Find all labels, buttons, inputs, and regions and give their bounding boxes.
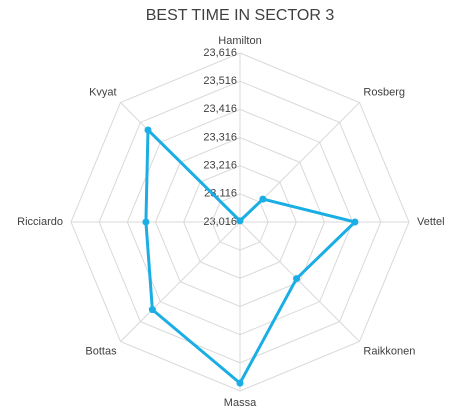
y-tick-label: 23,516 [203, 75, 237, 87]
grid-ring [70, 52, 410, 392]
grid-ring [154, 136, 326, 308]
data-point [142, 218, 150, 226]
y-tick-label: 23,116 [204, 188, 237, 200]
category-label: Kvyat [89, 87, 117, 99]
category-label: Bottas [85, 345, 117, 357]
data-point [236, 379, 244, 387]
category-label: Rosberg [363, 87, 405, 99]
y-tick-label: 23,316 [203, 131, 237, 143]
category-label: Massa [224, 397, 257, 409]
data-point [144, 126, 152, 134]
data-point [236, 217, 244, 225]
category-label: Raikkonen [363, 345, 415, 357]
data-point [351, 218, 359, 226]
y-tick-label: 23,416 [203, 103, 237, 115]
grid-ring [98, 80, 382, 364]
data-point [259, 195, 267, 203]
category-label: Hamilton [218, 35, 261, 47]
category-label: Ricciardo [17, 216, 63, 228]
y-tick-label: 23,016 [203, 216, 237, 228]
grid-ring [211, 193, 269, 251]
category-label: Vettel [417, 216, 445, 228]
series-line [144, 128, 357, 385]
grid-ring [126, 108, 354, 336]
chart-title: BEST TIME IN SECTOR 3 [146, 7, 335, 24]
data-point [293, 275, 301, 283]
y-tick-label: 23,216 [203, 160, 237, 172]
grid-ring [183, 165, 297, 279]
data-point [148, 306, 156, 314]
y-tick-label: 23,616 [203, 47, 237, 59]
